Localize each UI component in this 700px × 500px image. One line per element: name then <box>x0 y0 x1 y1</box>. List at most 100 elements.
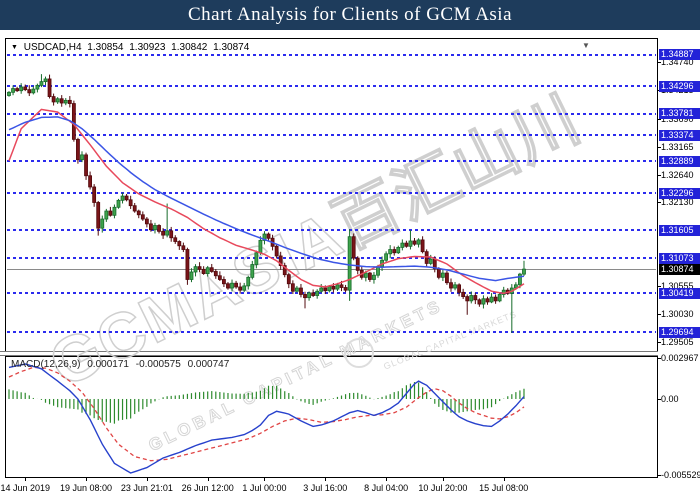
time-tickmark <box>146 478 148 481</box>
chevron-down-icon[interactable]: ▼ <box>11 44 18 51</box>
candle <box>518 273 522 286</box>
candle <box>274 245 279 257</box>
candle <box>420 239 425 253</box>
horizontal-level-line[interactable] <box>7 160 656 163</box>
macd-hist-value: 0.000747 <box>187 359 230 370</box>
candle <box>234 282 238 288</box>
time-tickmark <box>442 478 444 481</box>
candle <box>76 138 80 161</box>
axis-tickmark <box>658 314 661 316</box>
horizontal-level-line[interactable] <box>7 192 656 195</box>
price-level-badge: 1.31073 <box>659 252 700 264</box>
candle <box>290 283 295 292</box>
axis-tickmark <box>658 62 661 64</box>
candle <box>128 199 133 207</box>
price-level-badge: 1.31605 <box>659 224 700 236</box>
current-price-line <box>7 269 656 271</box>
candle <box>299 287 303 295</box>
candle <box>173 237 178 242</box>
candle <box>185 249 190 280</box>
time-axis-label: 10 Jul 20:00 <box>418 483 468 493</box>
price-axis-tick-label: 1.29505 <box>661 337 694 348</box>
macd-signal-value: -0.000575 <box>135 359 181 370</box>
candle <box>388 249 393 255</box>
candle <box>485 298 490 303</box>
candle <box>157 225 161 232</box>
macd-indicator-panel[interactable]: MACD(12,26,9) 0.000171 -0.000575 0.00074… <box>5 356 658 478</box>
candle <box>84 154 88 177</box>
macd-histogram <box>8 382 525 424</box>
price-level-badge: 1.33374 <box>659 129 700 141</box>
price-axis[interactable]: 1.347401.342151.336901.331651.326401.321… <box>658 38 700 479</box>
horizontal-level-line[interactable] <box>7 292 656 295</box>
candle <box>372 274 376 280</box>
candle <box>11 88 15 93</box>
current-price-badge: 1.30874 <box>659 263 700 275</box>
horizontal-level-line[interactable] <box>7 229 656 232</box>
axis-tickmark <box>658 474 661 476</box>
candle <box>319 287 324 292</box>
candle <box>116 199 121 208</box>
candle <box>55 98 60 103</box>
horizontal-level-line[interactable] <box>7 112 656 115</box>
candle <box>408 240 413 247</box>
horizontal-level-line[interactable] <box>7 53 656 56</box>
macd-main-value: 0.000171 <box>87 359 129 370</box>
candle <box>323 287 328 292</box>
horizontal-level-line[interactable] <box>7 331 656 334</box>
candle <box>136 210 141 216</box>
candle <box>96 202 101 229</box>
candle <box>307 292 311 299</box>
macd-label: MACD(12,26,9) <box>11 359 81 370</box>
candle <box>469 295 474 302</box>
candle <box>181 245 186 250</box>
chart-scroll-marker-icon[interactable]: ▼ <box>582 41 590 50</box>
ma-slow-line <box>8 116 525 282</box>
axis-tickmark <box>658 174 661 176</box>
candle <box>169 230 174 239</box>
time-tickmark <box>25 478 27 481</box>
price-chart-panel[interactable]: ▼ USDCAD,H4 1.30854 1.30923 1.30842 1.30… <box>5 38 658 352</box>
time-tickmark <box>264 478 266 481</box>
time-tickmark <box>86 478 88 481</box>
candle <box>363 272 368 278</box>
candle <box>92 186 97 203</box>
page-title: Chart Analysis for Clients of GCM Asia <box>187 4 513 25</box>
axis-tickmark <box>658 201 661 203</box>
candle <box>112 206 117 216</box>
time-axis[interactable]: 14 Jun 2019 19 Jun 08:00 23 Jun 21:01 26 Ju… <box>0 478 700 500</box>
candle <box>453 284 457 289</box>
candle <box>7 91 11 96</box>
candle <box>396 246 401 254</box>
candle <box>461 291 466 297</box>
axis-tickmark <box>658 342 661 344</box>
candle <box>226 283 230 289</box>
candle <box>193 266 198 273</box>
candle <box>440 272 445 278</box>
horizontal-level-line[interactable] <box>7 85 656 88</box>
candle <box>197 266 202 270</box>
candle <box>177 241 182 247</box>
axis-tickmark <box>658 358 661 360</box>
candles <box>7 74 526 333</box>
candle <box>205 267 210 274</box>
horizontal-level-line[interactable] <box>7 134 656 137</box>
candle <box>27 89 32 94</box>
candle <box>367 272 372 280</box>
candle <box>416 239 421 245</box>
time-axis-label: 23 Jun 21:01 <box>120 483 173 493</box>
macd-axis-label: 0.00 <box>661 393 679 404</box>
candle <box>209 267 214 272</box>
candle <box>347 236 352 291</box>
horizontal-level-line[interactable] <box>7 257 656 260</box>
panel-splitter[interactable] <box>0 351 658 356</box>
candle <box>43 78 48 83</box>
time-tickmark <box>503 478 505 481</box>
quote-high: 1.30923 <box>129 42 166 53</box>
symbol-timeframe-label: USDCAD,H4 <box>23 42 82 53</box>
candle <box>404 242 409 247</box>
candle <box>71 103 76 140</box>
candle <box>47 78 52 97</box>
ma-fast-line <box>8 108 525 295</box>
price-axis-tick-label: 1.34740 <box>661 57 694 68</box>
